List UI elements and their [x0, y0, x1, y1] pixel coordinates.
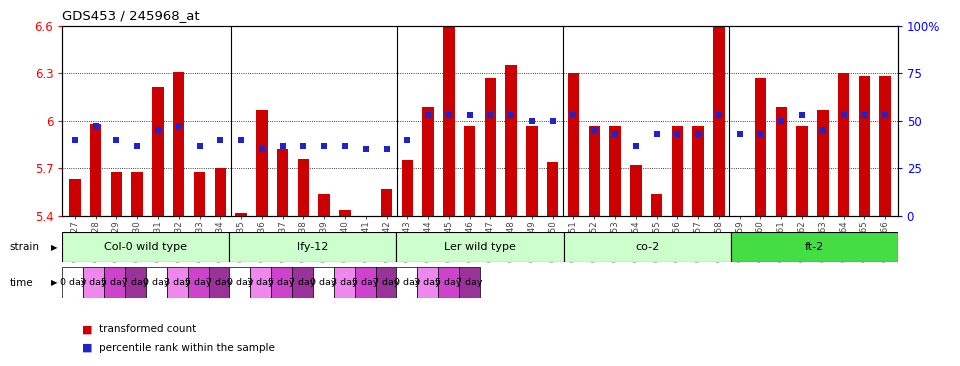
Bar: [298, 159, 309, 216]
Bar: [69, 179, 81, 216]
Text: GDS453 / 245968_at: GDS453 / 245968_at: [62, 9, 200, 22]
Bar: [731, 232, 898, 262]
Bar: [167, 267, 188, 298]
Text: 5 day: 5 day: [102, 278, 128, 287]
Text: 3 day: 3 day: [331, 278, 357, 287]
Bar: [567, 73, 579, 216]
Bar: [459, 267, 480, 298]
Text: 0 day: 0 day: [394, 278, 420, 287]
Bar: [755, 78, 766, 216]
Bar: [776, 107, 787, 216]
Bar: [355, 267, 375, 298]
Text: ■: ■: [82, 343, 92, 353]
Bar: [125, 267, 146, 298]
Text: 7 day: 7 day: [205, 278, 232, 287]
Bar: [256, 110, 268, 216]
Text: ft-2: ft-2: [804, 242, 824, 252]
Text: 5 day: 5 day: [185, 278, 211, 287]
Text: Ler wild type: Ler wild type: [444, 242, 516, 252]
Text: percentile rank within the sample: percentile rank within the sample: [99, 343, 275, 353]
Bar: [506, 65, 516, 216]
Bar: [84, 267, 104, 298]
Text: ■: ■: [82, 324, 92, 335]
Bar: [547, 162, 559, 216]
Text: 3 day: 3 day: [415, 278, 441, 287]
Bar: [215, 168, 226, 216]
Bar: [422, 107, 434, 216]
Bar: [879, 76, 891, 216]
Bar: [464, 126, 475, 216]
Text: ▶: ▶: [51, 243, 58, 251]
Text: 0 day: 0 day: [310, 278, 337, 287]
Text: time: time: [10, 278, 34, 288]
Text: 3 day: 3 day: [81, 278, 107, 287]
Bar: [319, 194, 330, 216]
Bar: [651, 194, 662, 216]
Text: co-2: co-2: [635, 242, 660, 252]
Bar: [276, 149, 288, 216]
Bar: [396, 232, 564, 262]
Bar: [62, 267, 84, 298]
Text: 7 day: 7 day: [372, 278, 399, 287]
Bar: [334, 267, 355, 298]
Text: Col-0 wild type: Col-0 wild type: [105, 242, 187, 252]
Bar: [208, 267, 229, 298]
Text: ▶: ▶: [51, 278, 58, 287]
Bar: [153, 87, 164, 216]
Text: 0 day: 0 day: [143, 278, 170, 287]
Bar: [588, 126, 600, 216]
Bar: [630, 165, 641, 216]
Bar: [292, 267, 313, 298]
Text: 0 day: 0 day: [60, 278, 86, 287]
Text: 5 day: 5 day: [352, 278, 378, 287]
Bar: [610, 126, 621, 216]
Bar: [526, 126, 538, 216]
Bar: [90, 124, 102, 216]
Text: 5 day: 5 day: [436, 278, 462, 287]
Text: 0 day: 0 day: [227, 278, 253, 287]
Bar: [110, 172, 122, 216]
Text: transformed count: transformed count: [99, 324, 196, 335]
Bar: [229, 232, 396, 262]
Bar: [188, 267, 208, 298]
Bar: [132, 172, 143, 216]
Text: 3 day: 3 day: [164, 278, 190, 287]
Text: 7 day: 7 day: [289, 278, 316, 287]
Text: strain: strain: [10, 242, 39, 252]
Bar: [381, 189, 393, 216]
Bar: [396, 267, 418, 298]
Bar: [438, 267, 459, 298]
Bar: [313, 267, 334, 298]
Bar: [360, 216, 372, 219]
Text: 3 day: 3 day: [248, 278, 274, 287]
Bar: [235, 213, 247, 216]
Text: 7 day: 7 day: [456, 278, 483, 287]
Bar: [194, 172, 205, 216]
Bar: [796, 126, 807, 216]
Bar: [229, 267, 251, 298]
Bar: [858, 76, 870, 216]
Bar: [375, 267, 396, 298]
Bar: [817, 110, 828, 216]
Bar: [105, 267, 125, 298]
Bar: [251, 267, 272, 298]
Bar: [418, 267, 438, 298]
Bar: [485, 78, 496, 216]
Bar: [272, 267, 292, 298]
Bar: [672, 126, 684, 216]
Bar: [564, 232, 731, 262]
Bar: [838, 73, 850, 216]
Bar: [173, 72, 184, 216]
Text: lfy-12: lfy-12: [298, 242, 328, 252]
Bar: [339, 210, 350, 216]
Bar: [713, 26, 725, 216]
Bar: [444, 27, 454, 216]
Text: 5 day: 5 day: [269, 278, 295, 287]
Text: 7 day: 7 day: [122, 278, 149, 287]
Bar: [692, 126, 704, 216]
Bar: [62, 232, 229, 262]
Bar: [146, 267, 167, 298]
Bar: [401, 160, 413, 216]
